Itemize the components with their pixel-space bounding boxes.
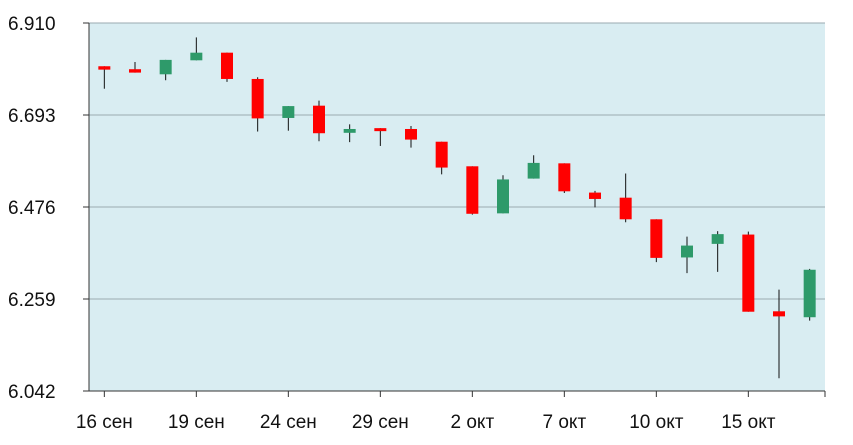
candle bbox=[313, 100, 325, 142]
candle bbox=[435, 141, 448, 175]
candle bbox=[98, 66, 111, 89]
candle-body bbox=[527, 162, 540, 179]
candles bbox=[98, 37, 816, 379]
candle bbox=[527, 155, 540, 179]
candle bbox=[650, 219, 663, 263]
candle bbox=[558, 163, 571, 194]
y-tick-label: 6.042 bbox=[8, 382, 56, 403]
candle bbox=[221, 52, 233, 82]
axes bbox=[83, 22, 826, 397]
grid-lines bbox=[89, 22, 825, 392]
candle-body bbox=[343, 128, 356, 133]
candle-body bbox=[190, 52, 203, 61]
y-tick-label: 6.259 bbox=[8, 290, 56, 311]
x-tick-label: 19 сен bbox=[168, 412, 225, 433]
candle bbox=[374, 128, 387, 146]
x-tick-label: 24 сен bbox=[260, 412, 317, 433]
candle bbox=[405, 126, 417, 148]
candle bbox=[251, 77, 264, 132]
candle bbox=[742, 231, 755, 312]
candle-body bbox=[619, 197, 632, 220]
candle bbox=[129, 62, 141, 73]
candle-body bbox=[251, 78, 264, 119]
candle-body bbox=[497, 179, 509, 214]
candle-body bbox=[129, 69, 141, 73]
candle-body bbox=[681, 245, 693, 258]
candle bbox=[190, 37, 203, 61]
y-tick-label: 6.476 bbox=[8, 198, 56, 219]
candle bbox=[619, 173, 632, 223]
candle-body bbox=[159, 59, 172, 75]
candle-body bbox=[466, 166, 479, 214]
x-tick-label: 15 окт bbox=[721, 412, 776, 433]
candle bbox=[466, 166, 479, 215]
candle bbox=[159, 59, 172, 81]
candle bbox=[343, 124, 356, 143]
candle bbox=[282, 106, 295, 131]
candle bbox=[681, 236, 693, 274]
candle-body bbox=[558, 163, 571, 192]
candle-body bbox=[711, 234, 724, 244]
candle-body bbox=[803, 269, 816, 318]
candle-body bbox=[435, 141, 448, 168]
x-tick-label: 7 окт bbox=[543, 412, 587, 433]
candle bbox=[589, 190, 601, 208]
y-tick-labels: 6.910 6.693 6.476 6.259 6.042 bbox=[8, 14, 56, 403]
y-tick-label: 6.693 bbox=[8, 106, 56, 127]
x-tick-label: 16 сен bbox=[76, 412, 133, 433]
candle-body bbox=[773, 311, 785, 317]
candle-body bbox=[98, 66, 111, 70]
x-tick-label: 29 сен bbox=[352, 412, 409, 433]
candle-body bbox=[589, 192, 601, 199]
candle-body bbox=[221, 52, 233, 79]
candle-body bbox=[374, 128, 387, 132]
candle bbox=[803, 268, 816, 321]
y-tick-label: 6.910 bbox=[8, 14, 56, 35]
x-tick-label: 2 окт bbox=[451, 412, 495, 433]
x-tick-label: 10 окт bbox=[629, 412, 684, 433]
candle-body bbox=[405, 128, 417, 140]
candle bbox=[711, 231, 724, 272]
candle-body bbox=[650, 219, 663, 258]
x-tick-labels: 16 сен 19 сен 24 сен 29 сен 2 окт 7 окт 10 окт… bbox=[76, 412, 776, 433]
candle-body bbox=[282, 106, 295, 118]
candle bbox=[497, 175, 509, 214]
candle-body bbox=[313, 105, 325, 134]
candle-body bbox=[742, 234, 755, 312]
candle bbox=[773, 289, 785, 379]
